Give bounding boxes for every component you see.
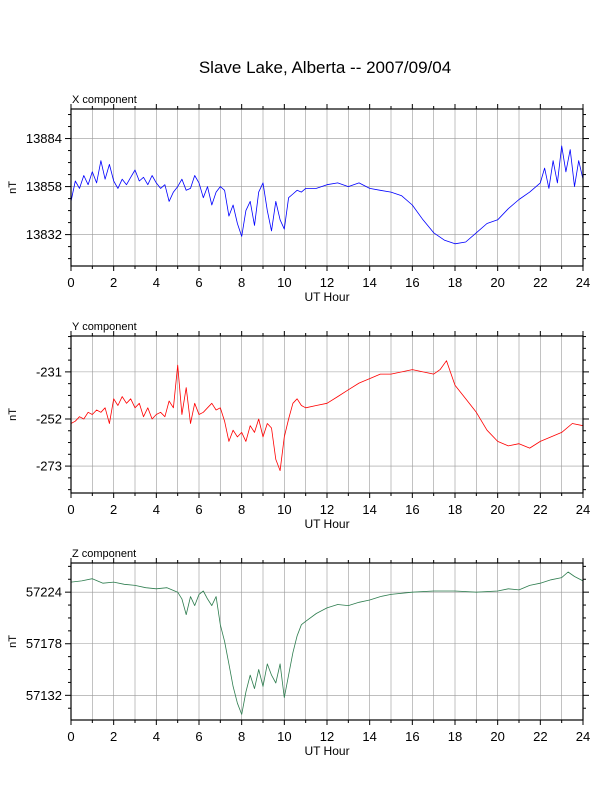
y-tick-label: -231 xyxy=(36,364,62,379)
x-tick-label: 8 xyxy=(238,502,245,517)
x-axis-label: UT Hour xyxy=(304,290,349,304)
x-tick-label: 20 xyxy=(490,275,504,290)
x-tick-label: 24 xyxy=(576,502,590,517)
x-tick-label: 24 xyxy=(576,275,590,290)
y-tick-label: 13858 xyxy=(26,179,62,194)
y-axis-label: nT xyxy=(7,635,19,648)
panel-title: X component xyxy=(72,94,137,106)
x-tick-label: 22 xyxy=(533,275,547,290)
x-tick-label: 2 xyxy=(110,729,117,744)
series-line xyxy=(70,360,584,472)
y-tick-label: 13884 xyxy=(26,131,62,146)
y-tick-label: 57178 xyxy=(26,636,62,651)
y-axis-label: nT xyxy=(7,181,19,194)
panel-title: Z component xyxy=(72,548,136,560)
panel-title: Y component xyxy=(72,321,137,333)
y-tick-label: -252 xyxy=(36,411,62,426)
x-tick-label: 16 xyxy=(405,502,419,517)
x-tick-label: 0 xyxy=(67,275,74,290)
y-tick-label: 13832 xyxy=(26,227,62,242)
x-tick-label: 22 xyxy=(533,502,547,517)
x-tick-label: 6 xyxy=(195,502,202,517)
x-tick-label: 18 xyxy=(448,275,462,290)
x-tick-label: 0 xyxy=(67,502,74,517)
y-tick-label: 57132 xyxy=(26,688,62,703)
x-tick-label: 14 xyxy=(362,275,376,290)
x-tick-label: 6 xyxy=(195,729,202,744)
x-tick-label: 10 xyxy=(277,502,291,517)
x-tick-label: 0 xyxy=(67,729,74,744)
series-line xyxy=(70,145,584,245)
y-tick-label: 57224 xyxy=(26,585,62,600)
x-tick-label: 16 xyxy=(405,729,419,744)
series-line xyxy=(70,571,584,715)
x-tick-label: 20 xyxy=(490,729,504,744)
x-tick-label: 14 xyxy=(362,502,376,517)
x-tick-label: 18 xyxy=(448,502,462,517)
x-tick-label: 12 xyxy=(320,729,334,744)
x-tick-label: 22 xyxy=(533,729,547,744)
x-axis-label: UT Hour xyxy=(304,517,349,531)
x-tick-label: 8 xyxy=(238,729,245,744)
x-tick-label: 4 xyxy=(153,275,160,290)
figure-title: Slave Lake, Alberta -- 2007/09/04 xyxy=(198,58,452,77)
x-tick-label: 24 xyxy=(576,729,590,744)
x-tick-label: 18 xyxy=(448,729,462,744)
x-tick-label: 16 xyxy=(405,275,419,290)
y-tick-label: -273 xyxy=(36,459,62,474)
x-tick-label: 8 xyxy=(238,275,245,290)
x-tick-label: 4 xyxy=(153,729,160,744)
x-tick-label: 10 xyxy=(277,275,291,290)
x-tick-label: 12 xyxy=(320,275,334,290)
x-tick-label: 2 xyxy=(110,275,117,290)
x-tick-label: 14 xyxy=(362,729,376,744)
x-tick-label: 4 xyxy=(153,502,160,517)
y-axis-label: nT xyxy=(7,408,19,421)
x-tick-label: 6 xyxy=(195,275,202,290)
x-tick-label: 20 xyxy=(490,502,504,517)
x-tick-label: 12 xyxy=(320,502,334,517)
x-tick-label: 10 xyxy=(277,729,291,744)
x-axis-label: UT Hour xyxy=(304,744,349,758)
x-tick-label: 2 xyxy=(110,502,117,517)
